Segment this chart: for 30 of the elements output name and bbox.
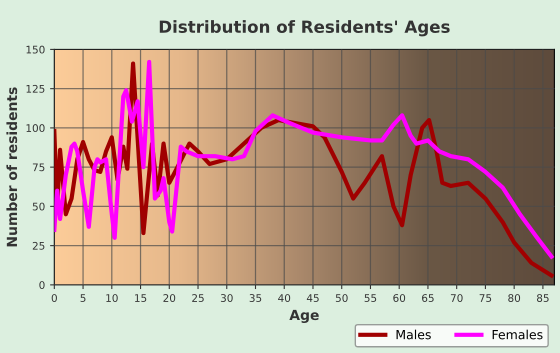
y-tick-label: 50	[32, 202, 45, 210]
x-tick-label: 35	[250, 294, 262, 302]
x-tick-label: 40	[278, 294, 290, 302]
y-tick-label: 100	[26, 124, 45, 132]
x-tick-label: 25	[192, 294, 204, 302]
x-tick-label: 85	[536, 294, 549, 302]
x-tick-label: 0	[52, 294, 57, 302]
x-tick-label: 55	[364, 294, 376, 302]
legend-label: Males	[396, 330, 431, 340]
x-tick-label: 50	[336, 294, 348, 302]
x-axis-title: Age	[289, 310, 319, 323]
x-tick-label: 30	[220, 294, 233, 302]
x-tick-label: 5	[80, 294, 86, 302]
y-tick-label: 125	[26, 84, 44, 93]
y-tick-label: 25	[32, 242, 44, 250]
x-tick-label: 20	[163, 294, 176, 302]
x-tick-label: 10	[106, 294, 118, 302]
y-tick-label: 0	[39, 281, 45, 289]
y-tick-label: 150	[26, 46, 45, 54]
x-tick-label: 70	[450, 294, 463, 302]
x-tick-label: 65	[422, 294, 434, 302]
x-tick-label: 75	[480, 294, 492, 302]
legend-label: Females	[492, 330, 543, 340]
chart-title: Distribution of Residents' Ages	[160, 20, 450, 36]
y-tick-label: 75	[32, 164, 44, 172]
y-axis-title: Number of residents	[6, 87, 18, 246]
x-tick-label: 80	[508, 294, 520, 302]
x-tick-label: 45	[306, 294, 319, 302]
x-tick-label: 60	[393, 294, 406, 302]
x-tick-label: 15	[135, 294, 146, 302]
